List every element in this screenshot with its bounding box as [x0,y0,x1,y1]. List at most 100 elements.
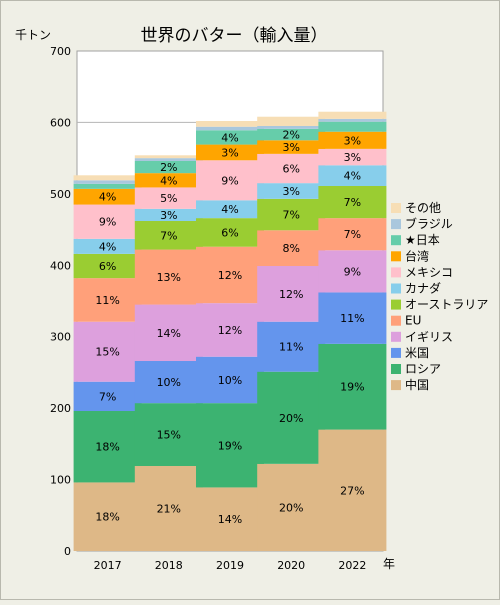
bar-segment [134,403,203,466]
bar-segment [318,118,387,122]
legend-label: ブラジル [405,216,453,231]
bar-segment [134,158,203,161]
x-tick-label: 2022 [338,559,366,572]
bar-segment [134,466,203,551]
bar-segment [73,204,142,239]
bar-segment [196,303,264,357]
bar-segment [257,321,326,372]
bar-segment [73,411,142,483]
bar-value-label: 20% [279,412,303,425]
bar-value-label: 4% [221,203,238,216]
legend-label: メキシコ [405,265,453,279]
bar-value-label: 21% [157,503,181,516]
bar-segment [318,343,387,430]
bar-value-label: 7% [99,390,116,403]
bar-segment [318,111,387,119]
bar-segment [134,173,203,188]
y-axis-unit-label: 千トン [15,28,51,42]
bar-value-label: 11% [279,341,303,354]
bar-value-label: 3% [344,134,361,147]
legend-swatch [391,380,401,391]
bar-value-label: 3% [344,151,361,164]
legend-label: オーストラリア [405,298,488,312]
legend-swatch [391,251,401,262]
legend-swatch [391,331,401,342]
y-tick-label: 700 [50,45,71,58]
bar-segment [318,250,387,293]
bar-value-label: 27% [340,484,364,497]
bar-segment [73,188,142,205]
bar-segment [134,208,203,221]
legend-label: 中国 [405,377,429,392]
bar-value-label: 4% [99,191,116,204]
y-tick-label: 100 [50,474,71,487]
bar-value-label: 3% [282,141,299,154]
bar-value-label: 15% [157,429,181,442]
bar-segment [134,249,203,305]
bar-value-label: 6% [99,260,116,273]
bar-segment [257,128,326,141]
bar-value-label: 12% [218,324,242,337]
bar-segment [134,304,203,361]
bar-segment [196,144,264,161]
legend-swatch [391,364,401,374]
bar-segment [196,130,264,145]
legend-label: カナダ [405,281,441,296]
bar-value-label: 18% [95,511,119,524]
bar-value-label: 4% [344,170,361,183]
bar-segment [257,463,326,551]
legend-label: 米国 [405,346,429,360]
bar-value-label: 5% [160,192,177,205]
legend-swatch [391,203,401,213]
bar-value-label: 8% [282,242,299,255]
bar-segment [73,321,142,382]
bar-segment [134,221,203,250]
bar-value-label: 4% [221,131,238,144]
legend-swatch [391,347,401,358]
legend-label: EU [405,314,421,328]
bar-value-label: 18% [95,441,119,454]
bar-segment [257,230,326,266]
bar-segment [196,126,264,131]
bar-segment [318,186,387,219]
bar-value-label: 2% [160,161,177,174]
bar-segment [318,292,387,344]
legend-swatch [391,219,401,230]
bar-segment [134,155,203,159]
bar-segment [73,381,142,411]
bar-value-label: 15% [95,346,119,359]
bar-value-label: 20% [279,501,303,514]
bar-segment [196,160,264,201]
bar-segment [257,266,326,322]
x-tick-label: 2018 [155,559,183,572]
bar-value-label: 10% [157,376,181,389]
bar-value-label: 7% [282,209,299,222]
bar-value-label: 12% [218,269,242,282]
bar-value-label: 9% [221,174,238,187]
bar-segment [257,153,326,184]
bar-segment [73,238,142,254]
bar-segment [257,116,326,126]
legend-label: イギリス [405,330,453,344]
bar-segment [134,187,203,209]
legend-label: 台湾 [405,248,429,263]
bar-value-label: 10% [218,374,242,387]
bar-value-label: 3% [160,209,177,222]
bar-value-label: 19% [218,439,242,452]
bar-segment [318,121,387,132]
bar-segment [318,165,387,186]
bar-value-label: 4% [160,174,177,187]
legend-swatch [391,267,401,278]
bar-value-label: 19% [340,381,364,394]
chart-title: 世界のバター（輸入量） [141,26,328,46]
x-axis-unit-label: 年 [383,557,395,571]
y-tick-label: 300 [50,331,71,344]
x-tick-label: 2020 [277,559,305,572]
bar-value-label: 3% [221,146,238,159]
data-labels-layer: 18% 18% 7% 15% 11% 6% 4% 9% 4% 21% 15% 10% 14% 13% 7% 3… [95,129,364,527]
bar-value-label: 6% [221,226,238,239]
bar-segment [196,218,264,247]
bar-segment [73,278,142,322]
